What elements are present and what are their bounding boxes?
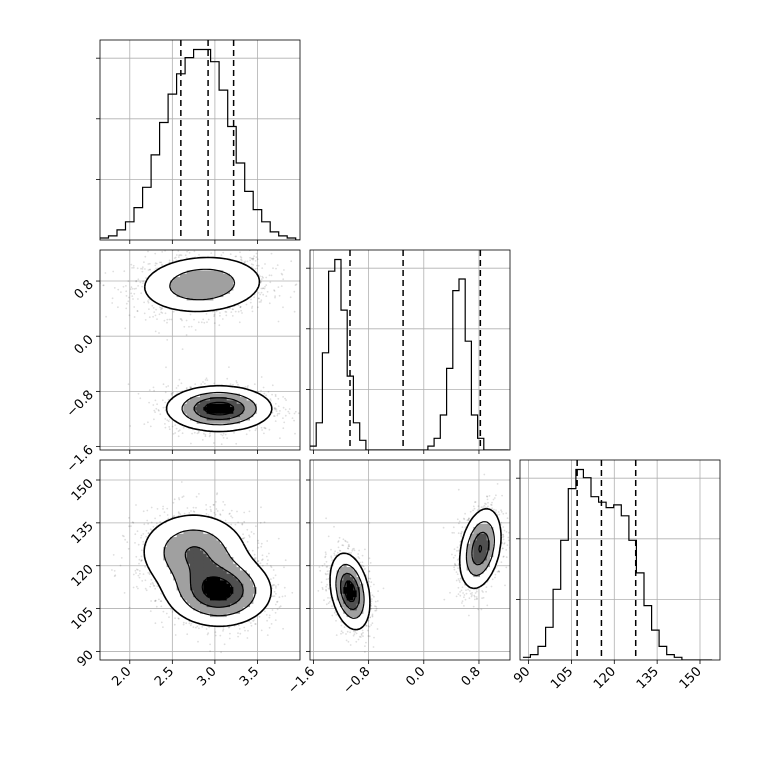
contour-lines — [143, 514, 272, 628]
x-tick-label: 0.8 — [459, 664, 484, 689]
axis-ticks: 2.0 2.5 3.0 3.5 −1.6 −0.8 0.0 0.8 90 105 120 135 150… — [64, 240, 705, 697]
contour-level-2 — [184, 546, 244, 608]
contour-level-1 — [335, 521, 495, 619]
y-tick-label: 0.8 — [72, 277, 97, 302]
contour-level-1 — [163, 529, 256, 617]
x-tick-label: 120 — [591, 664, 619, 692]
y-tick-label: −1.6 — [64, 443, 97, 476]
density-fill — [143, 516, 271, 628]
x-tick-label: 3.0 — [194, 664, 219, 689]
gridlines — [313, 250, 480, 450]
x-tick-label: −1.6 — [285, 664, 318, 697]
density-panel-0-2 — [99, 459, 301, 661]
x-tick-label: 2.5 — [152, 664, 177, 689]
y-tick-label: 90 — [75, 648, 97, 670]
y-tick-label: 150 — [69, 476, 97, 504]
contour-level-3 — [201, 576, 234, 601]
x-tick-label: 0.0 — [403, 664, 428, 689]
histogram-panel-0 — [96, 39, 301, 241]
contour-level-0 — [143, 256, 273, 433]
contour-level-2 — [340, 531, 490, 611]
x-tick-label: 135 — [634, 664, 662, 692]
histogram-panel-2 — [516, 459, 721, 661]
x-tick-label: 105 — [548, 664, 576, 692]
contour-level-0 — [329, 507, 502, 631]
histogram-1-frame — [309, 249, 511, 451]
x-tick-label: 90 — [511, 664, 533, 686]
x-tick-label: 2.0 — [109, 664, 134, 689]
density-0-1-frame — [99, 249, 301, 451]
histogram-0-frame — [99, 39, 301, 241]
contour-level-2 — [193, 397, 245, 421]
y-tick-label: 120 — [69, 562, 97, 590]
y-tick-label: 105 — [69, 605, 97, 633]
density-fill — [143, 256, 274, 431]
x-tick-label: 3.5 — [237, 664, 262, 689]
contour-lines — [143, 256, 273, 433]
contour-lines — [329, 507, 502, 631]
histogram-panel-1 — [306, 249, 511, 451]
density-0-2-frame — [99, 459, 301, 661]
gridlines — [528, 460, 701, 660]
contour-level-0 — [143, 514, 272, 628]
histogram-2-frame — [519, 459, 721, 661]
density-1-2-frame — [309, 459, 511, 661]
density-fill — [330, 510, 501, 631]
contour-level-1 — [169, 268, 257, 426]
x-tick-label: 150 — [677, 664, 705, 692]
histogram-step-2 — [522, 468, 713, 660]
x-tick-label: −0.8 — [341, 664, 374, 697]
gridlines — [129, 40, 258, 240]
y-tick-label: 135 — [69, 519, 97, 547]
contour-level-3 — [344, 544, 483, 603]
histogram-step-1 — [310, 258, 509, 450]
y-tick-label: 0.0 — [72, 332, 97, 357]
contour-level-3 — [204, 401, 235, 416]
density-panel-1-2 — [309, 459, 511, 661]
histogram-step-0 — [100, 48, 300, 240]
y-tick-label: −0.8 — [64, 388, 97, 421]
density-panel-0-1 — [99, 249, 301, 451]
